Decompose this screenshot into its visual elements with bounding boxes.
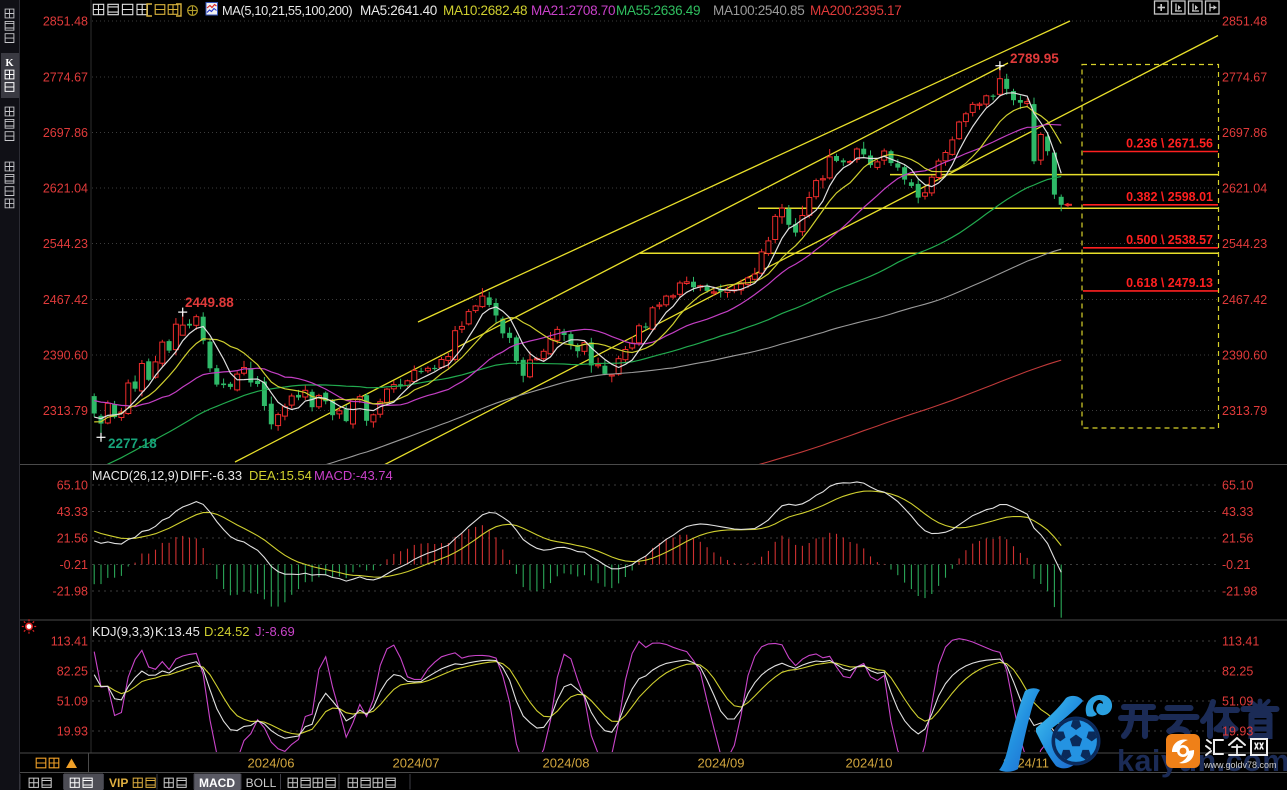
- svg-text:0.618 \ 2479.13: 0.618 \ 2479.13: [1126, 276, 1213, 290]
- svg-text:MACD:-43.74: MACD:-43.74: [314, 468, 393, 483]
- svg-text:2390.60: 2390.60: [1222, 349, 1267, 363]
- svg-text:-0.21: -0.21: [1222, 558, 1251, 572]
- svg-text:MACD: MACD: [199, 776, 235, 790]
- svg-text:2697.86: 2697.86: [1222, 126, 1267, 140]
- svg-text:2774.67: 2774.67: [1222, 70, 1267, 84]
- svg-text:MACD(26,12,9): MACD(26,12,9): [92, 469, 179, 483]
- svg-text:2313.79: 2313.79: [1222, 404, 1267, 418]
- svg-text:-21.98: -21.98: [53, 585, 88, 599]
- svg-text:MA21:2708.70: MA21:2708.70: [531, 3, 615, 18]
- svg-text:BOLL: BOLL: [246, 776, 277, 790]
- svg-text:2390.60: 2390.60: [43, 349, 88, 363]
- svg-text:82.25: 82.25: [1222, 665, 1253, 679]
- svg-text:MA200:2395.17: MA200:2395.17: [810, 3, 901, 18]
- svg-text:2697.86: 2697.86: [43, 126, 88, 140]
- svg-text:65.10: 65.10: [1222, 479, 1253, 493]
- svg-text:0.500 \ 2538.57: 0.500 \ 2538.57: [1126, 233, 1213, 247]
- svg-text:MA5:2641.40: MA5:2641.40: [360, 3, 437, 18]
- svg-text:MA100:2540.85: MA100:2540.85: [713, 3, 804, 18]
- svg-text:19.93: 19.93: [1222, 725, 1253, 739]
- svg-text:MA(5,10,21,55,100,200): MA(5,10,21,55,100,200): [222, 3, 352, 18]
- svg-text:2449.88: 2449.88: [185, 295, 234, 310]
- svg-text:2544.23: 2544.23: [1222, 237, 1267, 251]
- svg-text:2024/10: 2024/10: [846, 756, 893, 771]
- svg-text:J:-8.69: J:-8.69: [255, 624, 295, 639]
- svg-text:kaiyun.com: kaiyun.com: [1117, 744, 1287, 778]
- svg-text:2277.18: 2277.18: [108, 436, 157, 451]
- svg-text:65.10: 65.10: [57, 479, 88, 493]
- svg-text:MA55:2636.49: MA55:2636.49: [616, 3, 700, 18]
- svg-text:19.93: 19.93: [57, 725, 88, 739]
- svg-text:2467.42: 2467.42: [43, 293, 88, 307]
- svg-text:21.56: 21.56: [1222, 532, 1253, 546]
- svg-text:2851.48: 2851.48: [1222, 15, 1267, 29]
- svg-text:43.33: 43.33: [1222, 505, 1253, 519]
- svg-text:-21.98: -21.98: [1222, 585, 1257, 599]
- svg-text:113.41: 113.41: [51, 635, 88, 649]
- svg-text:D:24.52: D:24.52: [204, 624, 250, 639]
- svg-text:0.382 \ 2598.01: 0.382 \ 2598.01: [1126, 190, 1213, 204]
- svg-text:21.56: 21.56: [57, 532, 88, 546]
- svg-text:2774.67: 2774.67: [43, 70, 88, 84]
- svg-text:www.goldv78.com: www.goldv78.com: [1203, 760, 1277, 770]
- svg-text:2851.48: 2851.48: [43, 15, 88, 29]
- svg-text:0.236 \ 2671.56: 0.236 \ 2671.56: [1126, 137, 1213, 151]
- svg-text:K:13.45: K:13.45: [155, 624, 200, 639]
- svg-text:2024/07: 2024/07: [393, 756, 440, 771]
- svg-text:2789.95: 2789.95: [1010, 51, 1059, 66]
- svg-text:2621.04: 2621.04: [43, 182, 88, 196]
- svg-text:DIFF:-6.33: DIFF:-6.33: [180, 468, 242, 483]
- svg-text:2621.04: 2621.04: [1222, 182, 1267, 196]
- svg-text:51.09: 51.09: [1222, 695, 1253, 709]
- svg-text:2313.79: 2313.79: [43, 404, 88, 418]
- svg-text:2544.23: 2544.23: [43, 237, 88, 251]
- svg-text:-0.21: -0.21: [60, 558, 89, 572]
- svg-text:DEA:15.54: DEA:15.54: [249, 468, 312, 483]
- svg-text:MA10:2682.48: MA10:2682.48: [443, 3, 527, 18]
- svg-text:2467.42: 2467.42: [1222, 293, 1267, 307]
- svg-text:2024/06: 2024/06: [248, 756, 295, 771]
- svg-text:2024/08: 2024/08: [543, 756, 590, 771]
- svg-text:2024/09: 2024/09: [698, 756, 745, 771]
- svg-text:82.25: 82.25: [57, 665, 88, 679]
- svg-text:113.41: 113.41: [1222, 635, 1259, 649]
- svg-text:VIP: VIP: [109, 776, 128, 790]
- svg-text:KDJ(9,3,3): KDJ(9,3,3): [92, 624, 154, 639]
- svg-text:43.33: 43.33: [57, 505, 88, 519]
- svg-text:51.09: 51.09: [57, 695, 88, 709]
- svg-text:K: K: [5, 58, 14, 69]
